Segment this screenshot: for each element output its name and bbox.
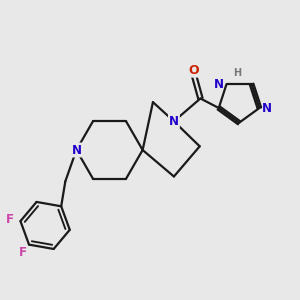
Text: F: F: [18, 246, 26, 259]
Text: N: N: [169, 115, 179, 128]
Text: F: F: [6, 213, 14, 226]
Text: O: O: [188, 64, 199, 76]
Text: N: N: [71, 143, 81, 157]
Text: N: N: [214, 78, 224, 91]
Text: H: H: [233, 68, 241, 78]
Text: N: N: [262, 101, 272, 115]
